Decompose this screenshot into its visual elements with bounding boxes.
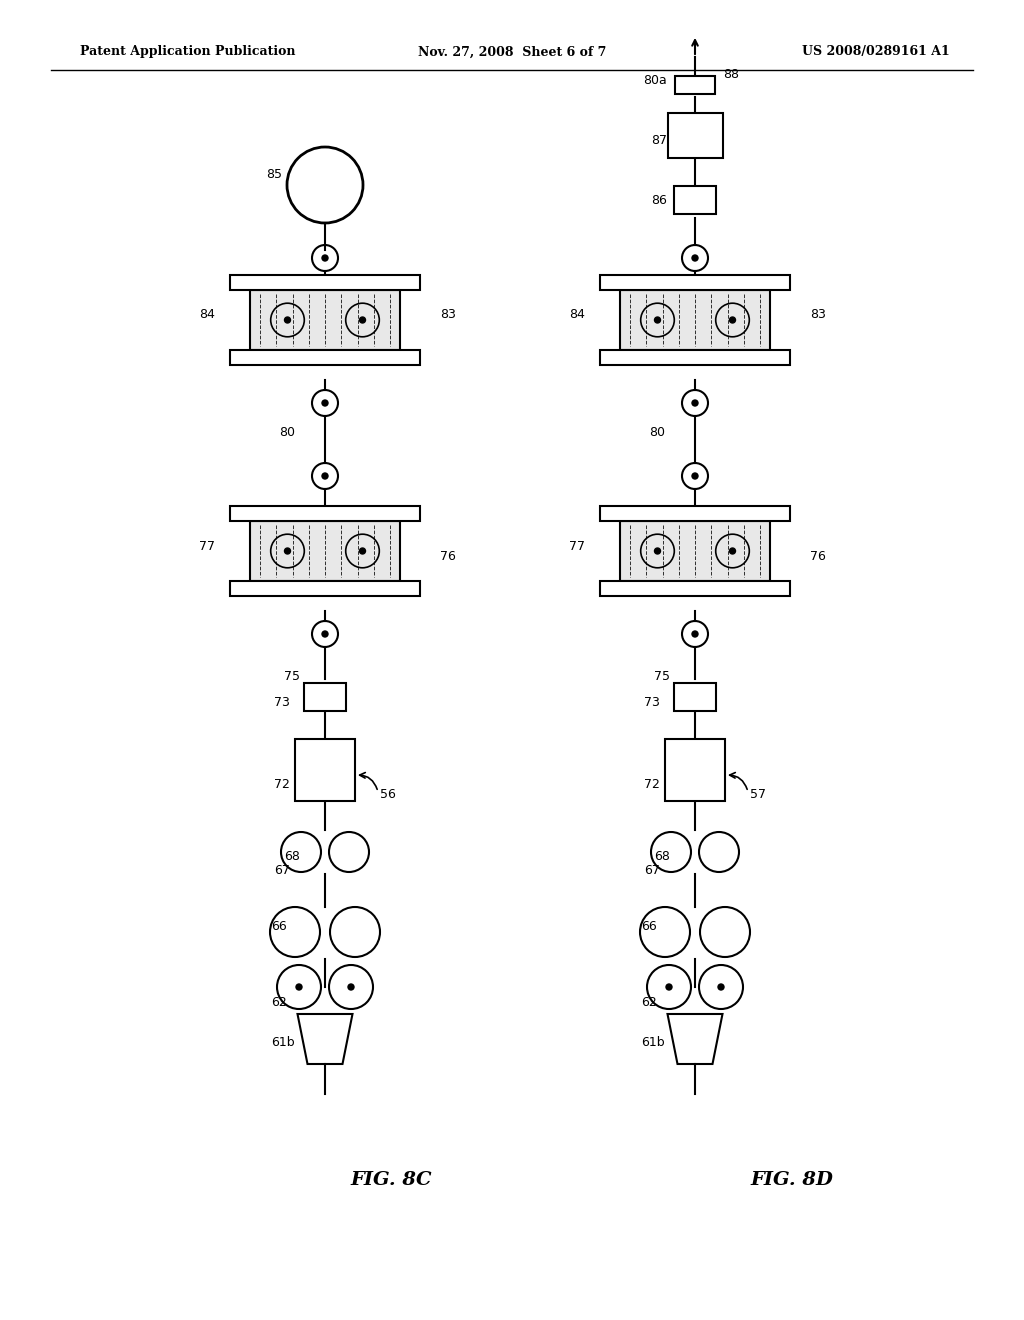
Bar bbox=[304, 682, 346, 711]
Text: 84: 84 bbox=[569, 309, 585, 322]
Text: 67: 67 bbox=[644, 863, 660, 876]
Text: Nov. 27, 2008  Sheet 6 of 7: Nov. 27, 2008 Sheet 6 of 7 bbox=[418, 45, 606, 58]
Text: 76: 76 bbox=[810, 549, 826, 562]
Text: 80: 80 bbox=[279, 426, 295, 440]
Text: 72: 72 bbox=[644, 779, 660, 792]
Text: Patent Application Publication: Patent Application Publication bbox=[80, 45, 296, 58]
Circle shape bbox=[296, 983, 302, 990]
Circle shape bbox=[692, 255, 698, 261]
Circle shape bbox=[322, 473, 328, 479]
Text: 68: 68 bbox=[284, 850, 300, 863]
Circle shape bbox=[666, 983, 672, 990]
Text: US 2008/0289161 A1: US 2008/0289161 A1 bbox=[802, 45, 950, 58]
Bar bbox=[674, 682, 716, 711]
Text: 84: 84 bbox=[199, 309, 215, 322]
Circle shape bbox=[692, 631, 698, 638]
Text: 80a: 80a bbox=[643, 74, 667, 87]
Bar bbox=[665, 739, 725, 801]
Text: 77: 77 bbox=[199, 540, 215, 553]
Text: 86: 86 bbox=[651, 194, 667, 206]
Bar bbox=[600, 581, 790, 597]
Text: 61b: 61b bbox=[641, 1035, 665, 1048]
Circle shape bbox=[692, 400, 698, 407]
Bar bbox=[600, 506, 790, 521]
Text: 83: 83 bbox=[810, 309, 826, 322]
Text: 66: 66 bbox=[641, 920, 657, 933]
Text: 83: 83 bbox=[440, 309, 456, 322]
Text: 73: 73 bbox=[644, 696, 660, 709]
Text: 57: 57 bbox=[750, 788, 766, 801]
Text: 80: 80 bbox=[649, 426, 665, 440]
Bar bbox=[668, 112, 723, 157]
Bar bbox=[250, 290, 400, 350]
Circle shape bbox=[729, 317, 735, 323]
Bar bbox=[230, 581, 420, 597]
Text: 67: 67 bbox=[274, 863, 290, 876]
Text: 85: 85 bbox=[266, 169, 282, 181]
Circle shape bbox=[654, 548, 660, 554]
Bar bbox=[600, 275, 790, 290]
Text: 72: 72 bbox=[274, 779, 290, 792]
Bar bbox=[230, 506, 420, 521]
Bar bbox=[620, 521, 770, 581]
Bar bbox=[675, 77, 715, 94]
Bar bbox=[250, 521, 400, 581]
Text: 75: 75 bbox=[654, 671, 670, 684]
Bar bbox=[230, 350, 420, 366]
Circle shape bbox=[322, 400, 328, 407]
Circle shape bbox=[359, 548, 366, 554]
Circle shape bbox=[692, 473, 698, 479]
Text: 68: 68 bbox=[654, 850, 670, 863]
Bar bbox=[674, 186, 716, 214]
Circle shape bbox=[285, 548, 291, 554]
Bar bbox=[295, 739, 355, 801]
Bar bbox=[620, 290, 770, 350]
Circle shape bbox=[285, 317, 291, 323]
Text: 62: 62 bbox=[641, 995, 657, 1008]
Text: 56: 56 bbox=[380, 788, 396, 801]
Text: FIG. 8D: FIG. 8D bbox=[750, 1171, 833, 1189]
Circle shape bbox=[359, 317, 366, 323]
Text: 76: 76 bbox=[440, 549, 456, 562]
Bar bbox=[600, 350, 790, 366]
Text: 77: 77 bbox=[569, 540, 585, 553]
Text: 88: 88 bbox=[723, 69, 739, 82]
Text: FIG. 8C: FIG. 8C bbox=[350, 1171, 431, 1189]
Text: 66: 66 bbox=[271, 920, 287, 933]
Circle shape bbox=[729, 548, 735, 554]
Circle shape bbox=[322, 631, 328, 638]
Text: 87: 87 bbox=[651, 133, 667, 147]
Text: 73: 73 bbox=[274, 696, 290, 709]
Circle shape bbox=[322, 255, 328, 261]
Text: 62: 62 bbox=[271, 995, 287, 1008]
Circle shape bbox=[718, 983, 724, 990]
Circle shape bbox=[348, 983, 354, 990]
Text: 75: 75 bbox=[284, 671, 300, 684]
Bar bbox=[230, 275, 420, 290]
Circle shape bbox=[654, 317, 660, 323]
Text: 61b: 61b bbox=[271, 1035, 295, 1048]
